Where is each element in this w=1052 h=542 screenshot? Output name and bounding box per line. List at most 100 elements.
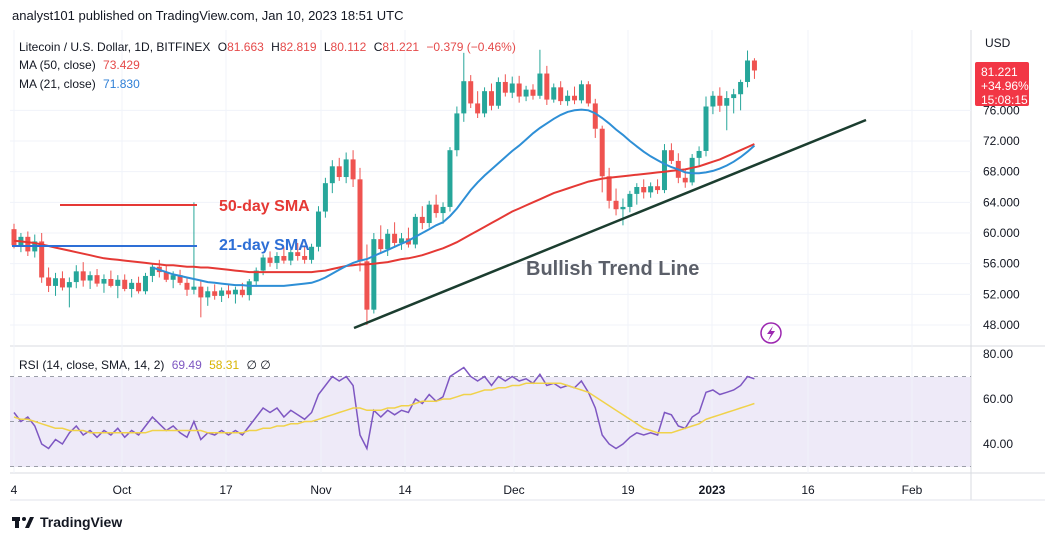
open-value: 81.663 — [227, 40, 264, 54]
candle — [295, 242, 301, 261]
candle — [572, 86, 578, 105]
candle — [592, 98, 598, 138]
candle — [329, 160, 335, 194]
candle — [551, 83, 557, 103]
candle — [433, 194, 439, 218]
candle — [302, 246, 308, 264]
tradingview-footer[interactable]: TradingView — [12, 514, 122, 530]
candle — [129, 279, 135, 298]
badge-price: 81.221 — [981, 65, 1018, 79]
candle — [475, 91, 481, 118]
candle — [177, 269, 183, 286]
candle — [482, 87, 488, 118]
time-tick-label: 17 — [219, 483, 233, 497]
candle — [46, 267, 52, 293]
candle — [205, 286, 211, 306]
candle — [655, 179, 661, 194]
candle — [599, 125, 605, 193]
candle — [495, 77, 501, 109]
bullish-trend-line — [353, 118, 867, 330]
sma50-annotation: 50-day SMA — [219, 198, 310, 215]
candle — [717, 87, 723, 112]
candle — [689, 154, 695, 186]
candle — [371, 233, 377, 314]
rsi-line — [13, 366, 755, 451]
candle — [149, 263, 155, 283]
price-tick-label: 52.000 — [983, 287, 1020, 301]
change-value: −0.379 (−0.46%) — [426, 40, 516, 54]
candles-group — [11, 49, 757, 325]
ma21-legend[interactable]: MA (21, close) 71.830 — [19, 77, 144, 91]
candle — [578, 80, 584, 104]
candle — [516, 75, 522, 103]
ma21-label: MA (21, close) — [19, 77, 96, 91]
candle — [454, 106, 460, 157]
candle — [502, 74, 508, 97]
rsi-sma-line — [13, 382, 755, 434]
candle — [537, 49, 543, 99]
price-tick-label: 68.000 — [983, 165, 1020, 179]
candle — [392, 222, 398, 247]
time-tick-label: 19 — [621, 483, 635, 497]
candle — [66, 277, 72, 308]
candle — [136, 276, 142, 294]
candle — [253, 267, 259, 287]
tradingview-logo-icon — [12, 517, 34, 528]
candle — [751, 58, 757, 79]
candle — [530, 84, 536, 100]
tradingview-brand: TradingView — [40, 514, 123, 530]
price-pane — [10, 30, 971, 345]
candle — [336, 157, 342, 181]
candle — [412, 213, 418, 249]
low-label: L — [323, 40, 331, 54]
sma21-annotation: 21-day SMA — [219, 237, 310, 254]
candle — [39, 233, 45, 283]
close-value: 81.221 — [382, 40, 420, 54]
price-badge: 81.221 +34.96% 15:08:15 — [975, 62, 1029, 107]
candle — [281, 246, 287, 264]
candle — [585, 81, 591, 107]
time-tick-label: Nov — [310, 483, 331, 497]
candle — [80, 262, 86, 287]
candle — [558, 81, 564, 105]
time-tick-label: 14 — [398, 483, 412, 497]
candle — [343, 152, 349, 184]
candle — [364, 244, 370, 325]
candle — [226, 283, 232, 299]
rsi-tick-label: 80.00 — [983, 347, 1013, 361]
price-tick-label: 48.000 — [983, 318, 1020, 332]
candle — [565, 90, 571, 106]
open-label: O — [217, 40, 228, 54]
price-tick-label: 64.000 — [983, 195, 1020, 209]
candle — [544, 65, 550, 105]
rsi-legend[interactable]: RSI (14, close, SMA, 14, 2) 69.49 58.31 … — [19, 358, 275, 372]
candle — [25, 231, 31, 256]
candle — [163, 265, 169, 283]
candle — [399, 233, 405, 250]
badge-countdown: 15:08:15 — [981, 93, 1028, 107]
time-tick-label: 16 — [801, 483, 815, 497]
ma21-value: 71.830 — [103, 77, 140, 91]
candle — [419, 206, 425, 230]
candle — [101, 274, 107, 293]
time-tick-label: Oct — [113, 483, 132, 497]
ma50-label: MA (50, close) — [19, 58, 96, 72]
candle — [627, 190, 633, 213]
price-tick-label: 72.000 — [983, 134, 1020, 148]
candle — [488, 83, 494, 111]
candle — [212, 284, 218, 300]
candle — [738, 79, 744, 111]
candle — [731, 88, 737, 114]
candle — [606, 167, 612, 209]
candle — [461, 52, 467, 122]
lightning-icon[interactable] — [760, 322, 782, 344]
price-tick-label: 56.000 — [983, 257, 1020, 271]
candle — [710, 91, 716, 115]
price-tick-label: 60.000 — [983, 226, 1020, 240]
ma50-legend[interactable]: MA (50, close) 73.429 — [19, 58, 144, 72]
candle — [232, 286, 238, 304]
candle — [309, 243, 315, 264]
rsi-tick-label: 40.00 — [983, 437, 1013, 451]
ma50-value: 73.429 — [103, 58, 140, 72]
